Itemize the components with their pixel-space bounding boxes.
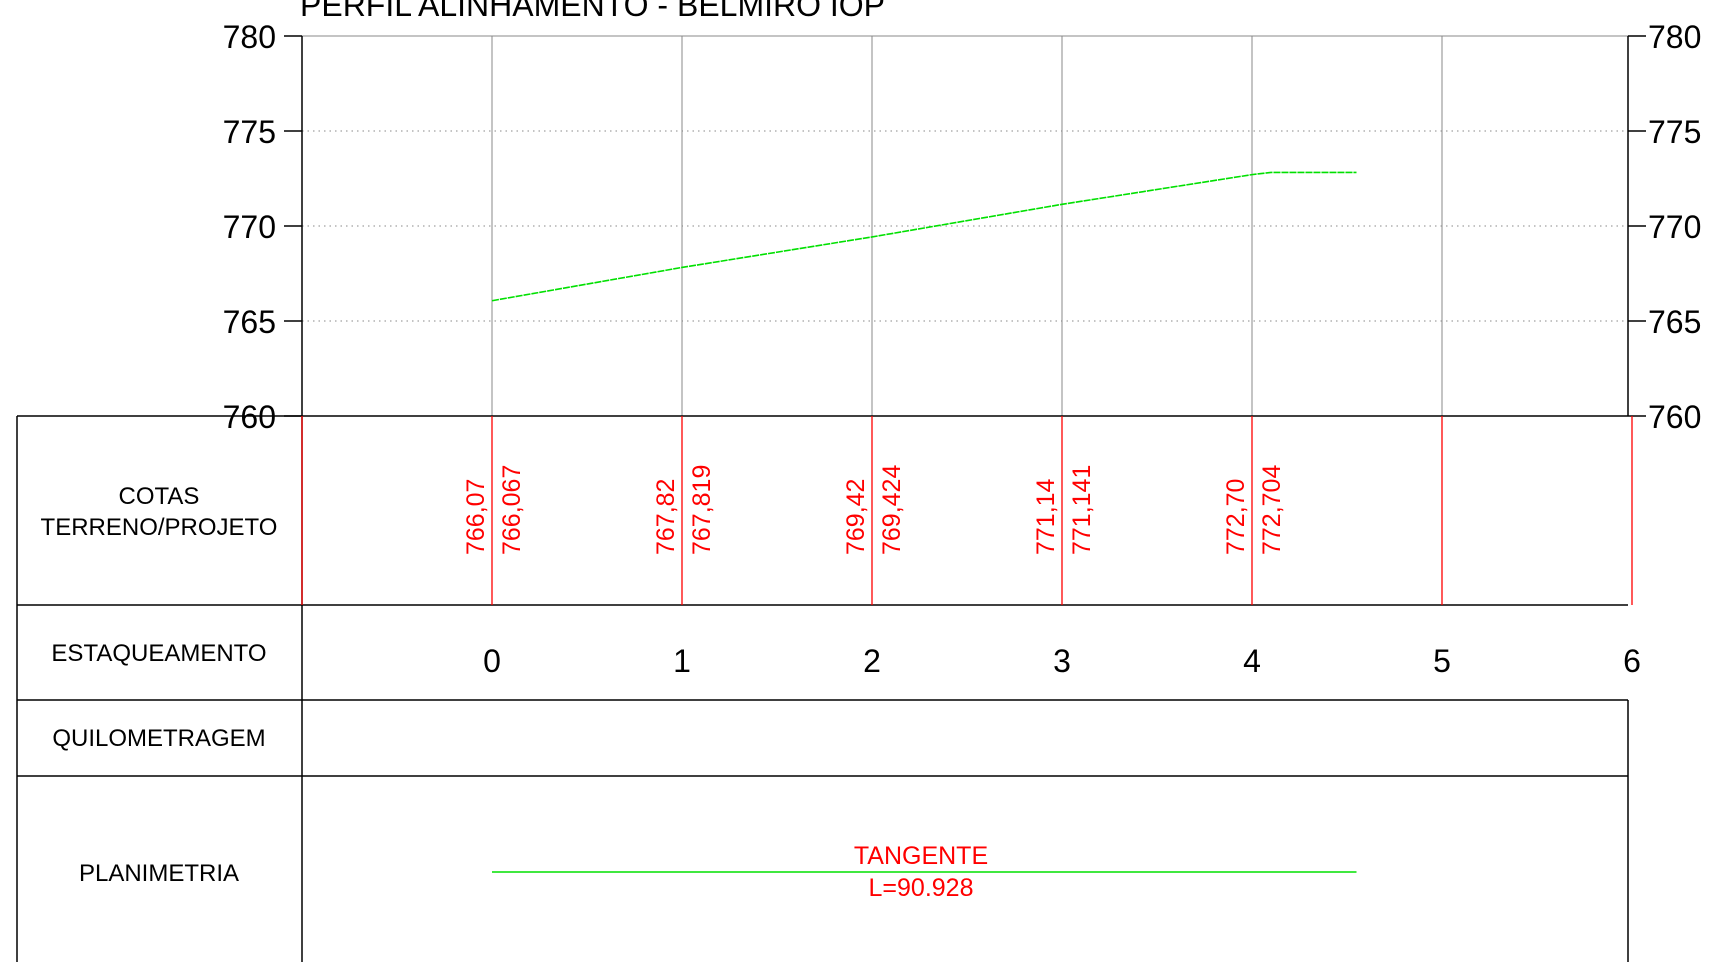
y-axis-left-ticks: 780 775 770 765 760 bbox=[223, 19, 302, 435]
station-label-4: 4 bbox=[1243, 643, 1261, 679]
y-tick-label-right-775: 775 bbox=[1648, 114, 1701, 150]
y-tick-label-left-775: 775 bbox=[223, 114, 276, 150]
station-label-6: 6 bbox=[1623, 643, 1641, 679]
station-label-1: 1 bbox=[673, 643, 691, 679]
cota-projeto-2: 769,424 bbox=[878, 465, 906, 555]
y-tick-label-left-770: 770 bbox=[223, 209, 276, 245]
profile-series-line bbox=[491, 171, 1357, 302]
vertical-gridlines bbox=[491, 36, 1443, 416]
y-tick-label-right-760: 760 bbox=[1648, 399, 1701, 435]
cota-terreno-1: 767,82 bbox=[652, 479, 680, 555]
y-tick-label-right-770: 770 bbox=[1648, 209, 1701, 245]
y-tick-label-right-765: 765 bbox=[1648, 304, 1701, 340]
row-label-cotas-line1: COTAS bbox=[119, 483, 200, 510]
row-label-planimetria: PLANIMETRIA bbox=[79, 860, 239, 887]
horizontal-gridlines bbox=[302, 35, 1628, 322]
cota-projeto-0: 766,067 bbox=[498, 465, 526, 555]
station-labels: 0 1 2 3 4 5 6 bbox=[483, 643, 1641, 679]
cota-projeto-1: 767,819 bbox=[688, 465, 716, 555]
y-tick-label-left-780: 780 bbox=[223, 19, 276, 55]
row-label-estaqueamento: ESTAQUEAMENTO bbox=[51, 640, 266, 667]
cota-projeto-4: 772,704 bbox=[1258, 465, 1286, 555]
cota-terreno-3: 771,14 bbox=[1032, 478, 1060, 555]
station-label-5: 5 bbox=[1433, 643, 1451, 679]
cota-terreno-4: 772,70 bbox=[1222, 479, 1250, 555]
cota-terreno-2: 769,42 bbox=[842, 479, 870, 555]
station-label-3: 3 bbox=[1053, 643, 1071, 679]
drawing-title: PERFIL ALINHAMENTO - BELMIRO IOP bbox=[300, 0, 885, 23]
y-tick-label-left-760: 760 bbox=[223, 399, 276, 435]
row-label-cotas-line2: TERRENO/PROJETO bbox=[41, 514, 278, 541]
y-axis-right-ticks: 780 775 770 765 760 bbox=[1628, 19, 1701, 435]
row-label-quilometragem: QUILOMETRAGEM bbox=[52, 725, 265, 752]
y-tick-label-right-780: 780 bbox=[1648, 19, 1701, 55]
planimetria-length: L=90.928 bbox=[869, 874, 974, 902]
station-label-0: 0 bbox=[483, 643, 501, 679]
y-tick-label-left-765: 765 bbox=[223, 304, 276, 340]
cota-terreno-0: 766,07 bbox=[462, 479, 490, 555]
planimetria-type: TANGENTE bbox=[854, 842, 988, 870]
cota-projeto-3: 771,141 bbox=[1068, 465, 1096, 555]
cotas-station-markers bbox=[301, 416, 1633, 605]
cotas-values: 766,07 766,067 767,82 767,819 769,42 769,424 7… bbox=[462, 465, 1286, 555]
data-table-frame bbox=[16, 415, 1629, 962]
station-label-2: 2 bbox=[863, 643, 881, 679]
